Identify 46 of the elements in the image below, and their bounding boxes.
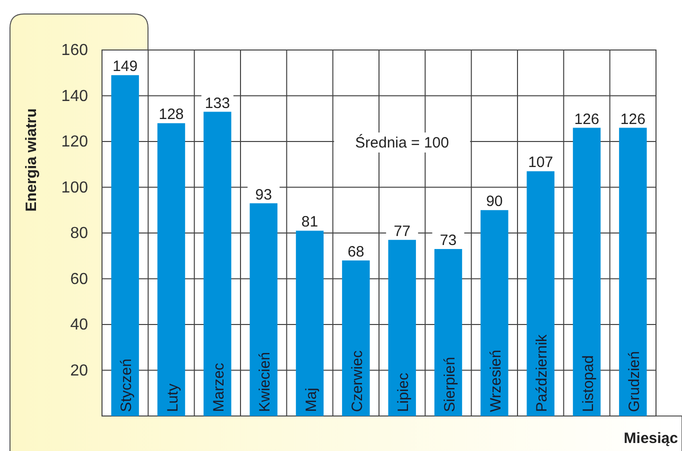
bar (434, 249, 462, 416)
x-tick-label: Luty (164, 383, 182, 412)
y-tick-label: 120 (61, 134, 88, 150)
bar (480, 210, 508, 416)
y-tick-label: 40 (70, 316, 88, 334)
y-tick-label: 160 (61, 42, 88, 59)
y-tick-label: 100 (61, 179, 88, 196)
data-label: 93 (255, 186, 272, 204)
bar (572, 128, 601, 416)
y-tick-label: 140 (61, 88, 88, 105)
bar (250, 203, 278, 416)
x-tick-label: Listopad (580, 355, 597, 412)
bar (526, 171, 554, 416)
bar (619, 128, 647, 416)
bar (157, 123, 186, 416)
x-tick-label: Sierpień (441, 356, 458, 412)
data-label: 107 (528, 154, 554, 172)
x-tick-label: Czerwiec (348, 350, 366, 412)
x-tick-label: Maj (302, 388, 320, 412)
data-label: 126 (574, 110, 600, 128)
y-tick-label: 80 (70, 225, 88, 242)
y-tick-label: 20 (70, 362, 88, 380)
bar (204, 112, 232, 416)
x-tick-label: Wrzesień (487, 350, 504, 412)
bar (296, 230, 324, 416)
data-label: 133 (204, 94, 230, 112)
data-label: 149 (112, 58, 138, 76)
data-label: 126 (620, 110, 646, 128)
bar (342, 260, 370, 416)
x-tick-label: Lipiec (395, 372, 412, 412)
data-label: 81 (301, 214, 318, 231)
x-tick-label: Styczeń (118, 358, 136, 412)
x-tick-label: Marzec (210, 362, 228, 412)
data-label: 73 (440, 232, 457, 250)
x-tick-label: Grudzień (626, 351, 643, 412)
data-label: 68 (348, 243, 364, 260)
x-tick-label: Kwiecień (256, 352, 274, 412)
bar (388, 240, 416, 416)
data-label: 90 (486, 193, 503, 210)
data-label: 77 (394, 222, 410, 240)
data-label: 128 (158, 106, 184, 124)
annotation: Średnia = 100 (355, 134, 449, 152)
y-tick-label: 60 (70, 270, 88, 288)
x-axis-title: Miesiąc (624, 430, 678, 447)
y-axis-title: Energia wiatru (23, 108, 40, 212)
x-tick-label: Październik (534, 334, 551, 412)
